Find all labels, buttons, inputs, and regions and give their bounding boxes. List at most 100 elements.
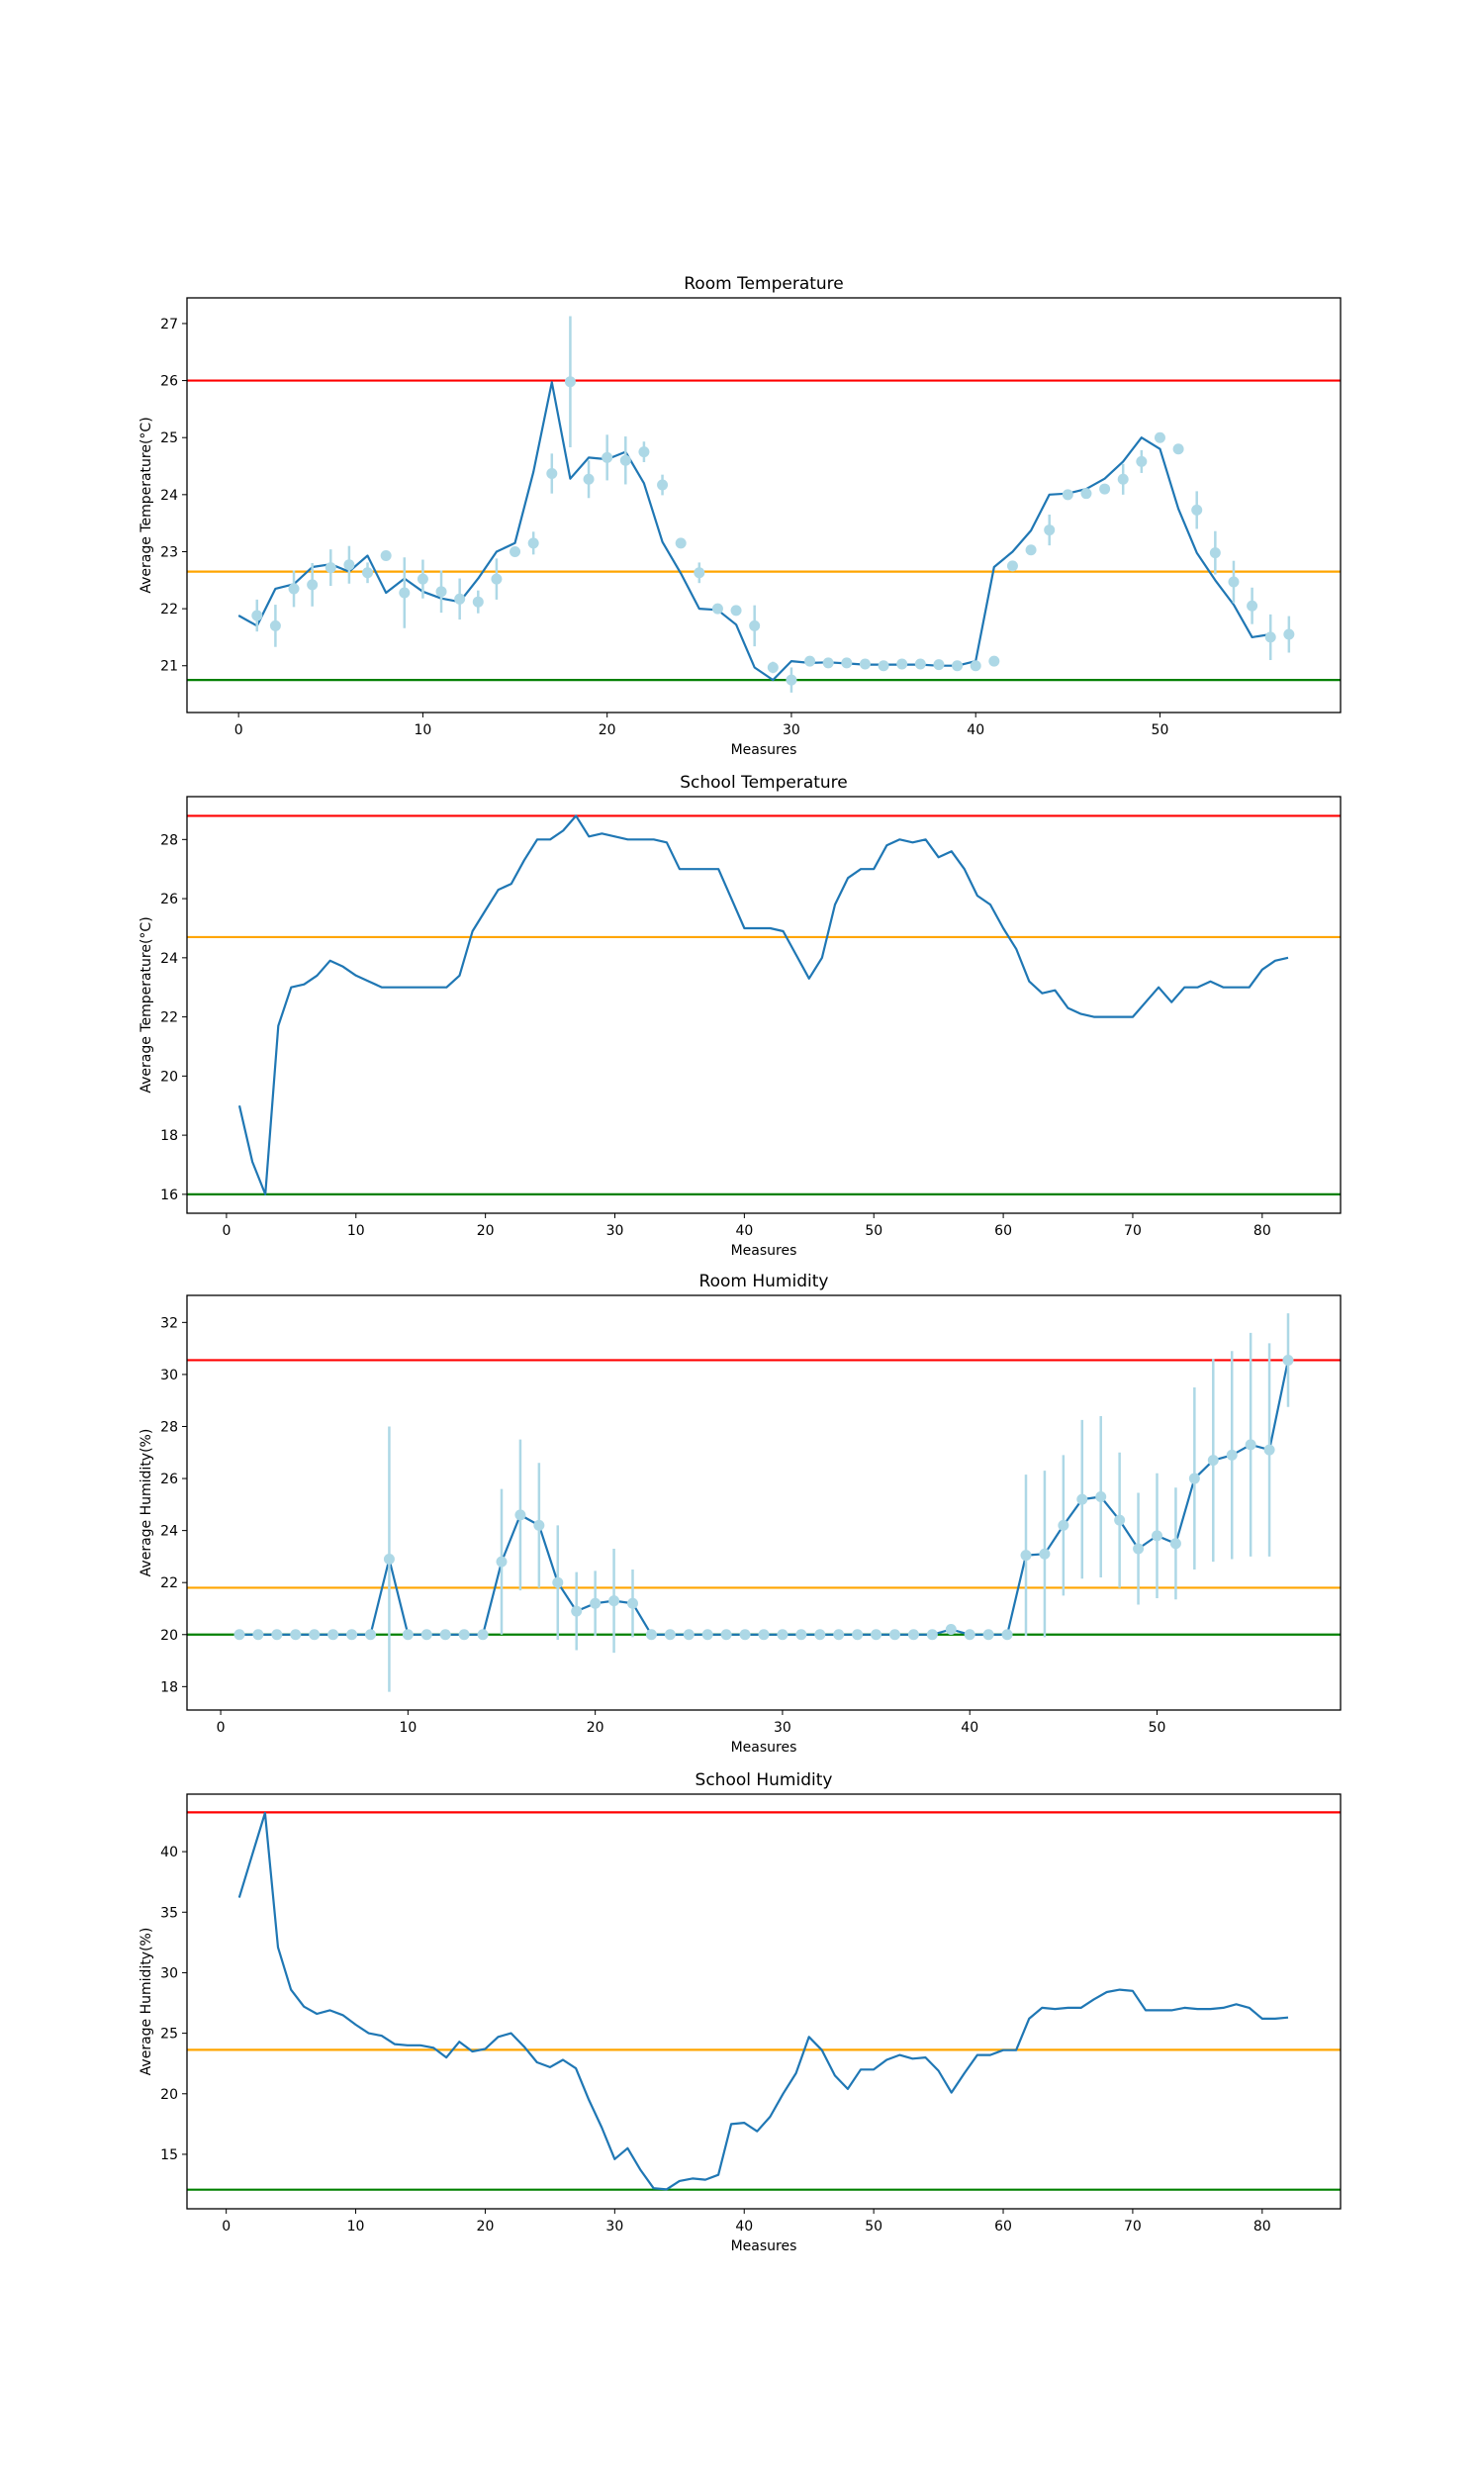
- data-point: [914, 658, 926, 670]
- data-point: [907, 1629, 919, 1641]
- y-tick-label: 20: [160, 1628, 178, 1644]
- data-point: [402, 1629, 414, 1641]
- data-point: [546, 468, 558, 480]
- x-tick-label: 30: [774, 1720, 791, 1736]
- data-point: [1095, 1490, 1107, 1502]
- x-axis-label: Measures: [731, 2238, 797, 2254]
- y-axis-label: Average Temperature(°C): [139, 916, 154, 1093]
- chart-3: 0 10 20 30 40 50 18 20 22 24 26 28 30 32 Room Humidity…: [139, 1272, 1342, 1756]
- data-point: [638, 446, 650, 458]
- series-line: [237, 814, 1289, 1196]
- data-point: [1152, 1530, 1162, 1542]
- data-point: [477, 1629, 489, 1641]
- data-point: [964, 1629, 975, 1641]
- axes-frame: [186, 297, 1342, 714]
- data-point: [926, 1629, 938, 1641]
- y-tick-label: 24: [160, 951, 178, 967]
- data-point: [514, 1509, 526, 1521]
- y-axis-label: Average Temperature(°C): [139, 417, 154, 593]
- x-tick-label: 60: [994, 2219, 1012, 2235]
- data-point: [694, 567, 705, 579]
- data-point: [1264, 631, 1276, 643]
- data-point: [758, 1629, 770, 1641]
- x-tick-label: 40: [735, 1223, 753, 1239]
- y-tick-label: 27: [160, 317, 178, 333]
- x-axis-label: Measures: [731, 1243, 797, 1259]
- data-point: [383, 1554, 395, 1566]
- data-point: [458, 1629, 470, 1641]
- axes-frame: [186, 1793, 1342, 2210]
- chart-2: 0 10 20 30 40 50 60 70 80 16 18 20 22 24 26 28 School Te…: [139, 773, 1342, 1259]
- data-point: [533, 1519, 545, 1531]
- data-point: [1282, 1354, 1294, 1366]
- data-point: [841, 657, 853, 669]
- axes-frame: [186, 796, 1342, 1214]
- x-tick-label: 40: [961, 1720, 978, 1736]
- y-tick-label: 25: [160, 2027, 178, 2043]
- chart-title: Room Humidity: [699, 1272, 829, 1291]
- data-point: [859, 658, 871, 670]
- data-point: [683, 1629, 695, 1641]
- data-point: [1001, 1629, 1013, 1641]
- data-point: [1226, 1449, 1238, 1461]
- x-tick-label: 0: [222, 1223, 231, 1239]
- data-point: [496, 1556, 508, 1568]
- x-tick-label: 50: [865, 1223, 882, 1239]
- data-point: [564, 376, 576, 388]
- data-point: [288, 583, 300, 595]
- data-point: [309, 1629, 321, 1641]
- x-tick-label: 30: [783, 722, 800, 738]
- data-point: [933, 659, 945, 671]
- data-point: [608, 1595, 620, 1607]
- data-point: [945, 1624, 957, 1636]
- data-point: [420, 1629, 432, 1641]
- x-tick-label: 30: [606, 1223, 624, 1239]
- data-point: [1207, 1455, 1219, 1467]
- x-tick-label: 80: [1253, 2219, 1271, 2235]
- data-point: [675, 537, 687, 549]
- data-point: [362, 567, 374, 579]
- data-point: [1117, 473, 1129, 485]
- data-point: [749, 619, 761, 631]
- x-tick-label: 0: [217, 1720, 226, 1736]
- y-tick-label: 22: [160, 1575, 178, 1591]
- chart-title: Room Temperature: [684, 274, 844, 294]
- data-point: [1169, 1538, 1181, 1550]
- data-point: [271, 1629, 283, 1641]
- y-axis-label: Average Humidity(%): [139, 1429, 154, 1577]
- x-axis-label: Measures: [731, 742, 797, 758]
- data-point: [1076, 1493, 1088, 1505]
- data-point: [701, 1629, 713, 1641]
- data-point: [1058, 1519, 1069, 1531]
- data-point: [988, 655, 1000, 667]
- y-tick-label: 18: [160, 1128, 178, 1144]
- data-point: [889, 1629, 900, 1641]
- data-point: [325, 562, 336, 574]
- data-point: [896, 658, 908, 670]
- data-point: [583, 473, 595, 485]
- data-point: [1099, 483, 1111, 495]
- x-tick-label: 40: [967, 722, 984, 738]
- y-tick-label: 26: [160, 374, 178, 390]
- y-tick-label: 20: [160, 2087, 178, 2103]
- y-tick-label: 40: [160, 1845, 178, 1860]
- x-tick-label: 60: [994, 1223, 1012, 1239]
- data-point: [1006, 560, 1018, 572]
- chart-title: School Humidity: [696, 1770, 833, 1790]
- x-tick-label: 50: [1152, 722, 1169, 738]
- x-tick-label: 10: [415, 722, 432, 738]
- y-tick-label: 20: [160, 1069, 178, 1085]
- data-point: [795, 1629, 807, 1641]
- data-point: [1154, 431, 1165, 443]
- x-tick-label: 70: [1124, 1223, 1142, 1239]
- data-point: [1020, 1550, 1032, 1562]
- x-tick-label: 20: [599, 722, 616, 738]
- data-point: [952, 660, 964, 672]
- data-point: [602, 451, 613, 463]
- data-point: [982, 1629, 994, 1641]
- y-tick-label: 25: [160, 430, 178, 446]
- errorbar-series: [233, 1313, 1294, 1692]
- x-tick-label: 10: [347, 1223, 365, 1239]
- data-point: [739, 1629, 751, 1641]
